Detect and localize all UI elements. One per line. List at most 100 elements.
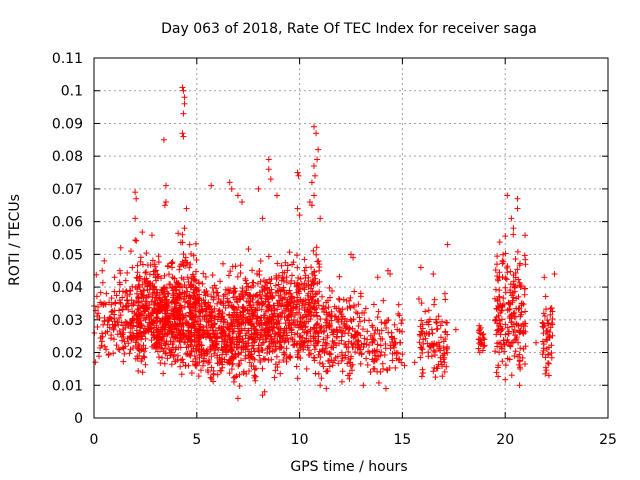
data-point xyxy=(164,355,171,362)
data-point xyxy=(216,356,223,363)
data-point xyxy=(195,295,202,302)
data-point xyxy=(201,289,208,296)
data-point xyxy=(251,374,258,381)
data-point xyxy=(252,373,259,380)
data-point xyxy=(173,322,180,329)
data-point xyxy=(123,320,130,327)
data-point xyxy=(132,355,139,362)
data-point xyxy=(126,350,133,357)
data-point xyxy=(120,358,127,365)
data-point xyxy=(98,338,105,345)
data-point xyxy=(192,355,199,362)
data-point xyxy=(110,350,117,357)
data-point xyxy=(126,287,133,294)
data-point xyxy=(187,309,194,316)
data-point xyxy=(235,351,242,358)
data-point xyxy=(132,237,139,244)
data-point xyxy=(160,370,167,377)
data-point xyxy=(165,271,172,278)
data-point xyxy=(116,307,123,314)
data-point xyxy=(245,246,252,253)
data-point xyxy=(232,374,239,381)
x-axis-label: GPS time / hours xyxy=(290,459,407,475)
data-point xyxy=(184,274,191,281)
data-point xyxy=(119,337,126,344)
data-point xyxy=(227,287,234,294)
data-point xyxy=(201,350,208,357)
data-point xyxy=(99,279,106,286)
data-point xyxy=(214,330,221,337)
data-point xyxy=(93,293,100,300)
data-point xyxy=(116,288,123,295)
data-point xyxy=(243,370,250,377)
data-point xyxy=(128,302,135,309)
data-point xyxy=(175,344,182,351)
data-point xyxy=(231,322,238,329)
data-point xyxy=(211,333,218,340)
data-point xyxy=(176,263,183,270)
x-tick-label: 10 xyxy=(291,432,309,448)
data-point xyxy=(158,275,165,282)
data-point xyxy=(209,284,216,291)
data-point xyxy=(116,297,123,304)
data-point xyxy=(192,284,199,291)
data-point xyxy=(129,264,136,271)
data-point xyxy=(175,230,182,237)
data-point xyxy=(116,327,123,334)
data-point xyxy=(133,274,140,281)
data-point xyxy=(174,356,181,363)
data-point xyxy=(245,327,252,334)
data-point xyxy=(166,281,173,288)
data-point xyxy=(120,326,127,333)
data-point xyxy=(135,307,142,314)
data-point xyxy=(240,311,247,318)
data-point xyxy=(113,342,120,349)
data-point xyxy=(141,276,148,283)
data-point xyxy=(220,260,227,267)
data-point xyxy=(139,229,146,236)
data-point xyxy=(236,339,243,346)
data-point xyxy=(237,262,244,269)
data-point xyxy=(208,293,215,300)
data-point xyxy=(106,315,113,322)
data-point xyxy=(199,280,206,287)
data-point xyxy=(111,288,118,295)
data-point xyxy=(231,328,238,335)
data-point xyxy=(236,383,243,390)
data-point xyxy=(97,344,104,351)
data-point xyxy=(113,292,120,299)
data-point xyxy=(143,250,150,257)
data-point xyxy=(138,336,145,343)
data-point xyxy=(121,350,128,357)
data-point xyxy=(136,352,143,359)
data-point xyxy=(125,340,132,347)
data-point xyxy=(211,305,218,312)
data-point xyxy=(194,287,201,294)
data-point xyxy=(234,273,241,280)
data-point xyxy=(166,346,173,353)
data-point xyxy=(133,290,140,297)
data-point xyxy=(227,268,234,275)
data-point xyxy=(97,299,104,306)
data-point xyxy=(214,300,221,307)
data-point xyxy=(208,353,215,360)
data-point xyxy=(171,275,178,282)
data-point xyxy=(192,240,199,247)
data-point xyxy=(163,338,170,345)
data-point xyxy=(153,326,160,333)
data-point xyxy=(136,330,143,337)
data-point xyxy=(247,316,254,323)
data-point xyxy=(157,344,164,351)
data-point xyxy=(215,292,222,299)
data-point xyxy=(188,283,195,290)
data-point xyxy=(177,363,184,370)
x-tick-label: 15 xyxy=(393,432,411,448)
data-point xyxy=(187,281,194,288)
data-point xyxy=(205,359,212,366)
data-point xyxy=(149,257,156,264)
data-point xyxy=(127,319,134,326)
data-point xyxy=(145,293,152,300)
data-point xyxy=(142,269,149,276)
data-point xyxy=(191,276,198,283)
data-point xyxy=(178,371,185,378)
